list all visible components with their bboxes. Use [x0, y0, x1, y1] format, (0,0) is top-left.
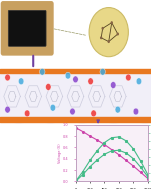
Circle shape [88, 78, 93, 85]
Circle shape [101, 27, 104, 30]
Circle shape [100, 36, 102, 39]
Circle shape [40, 68, 45, 75]
Circle shape [111, 21, 113, 24]
Circle shape [111, 82, 116, 88]
Circle shape [24, 110, 30, 117]
Circle shape [18, 78, 24, 85]
Circle shape [100, 68, 105, 75]
Circle shape [5, 74, 10, 81]
Circle shape [50, 104, 56, 111]
Circle shape [65, 72, 71, 79]
Circle shape [108, 40, 110, 43]
Circle shape [70, 108, 75, 115]
Circle shape [89, 8, 128, 57]
Circle shape [73, 76, 78, 83]
FancyBboxPatch shape [8, 10, 46, 46]
Circle shape [115, 106, 120, 113]
Circle shape [46, 84, 51, 90]
Circle shape [126, 74, 131, 81]
Y-axis label: Voltage (V): Voltage (V) [58, 143, 62, 163]
Circle shape [117, 33, 119, 36]
Circle shape [133, 108, 139, 115]
Circle shape [5, 106, 10, 113]
FancyBboxPatch shape [2, 2, 53, 55]
Circle shape [136, 78, 142, 85]
Circle shape [91, 110, 96, 117]
